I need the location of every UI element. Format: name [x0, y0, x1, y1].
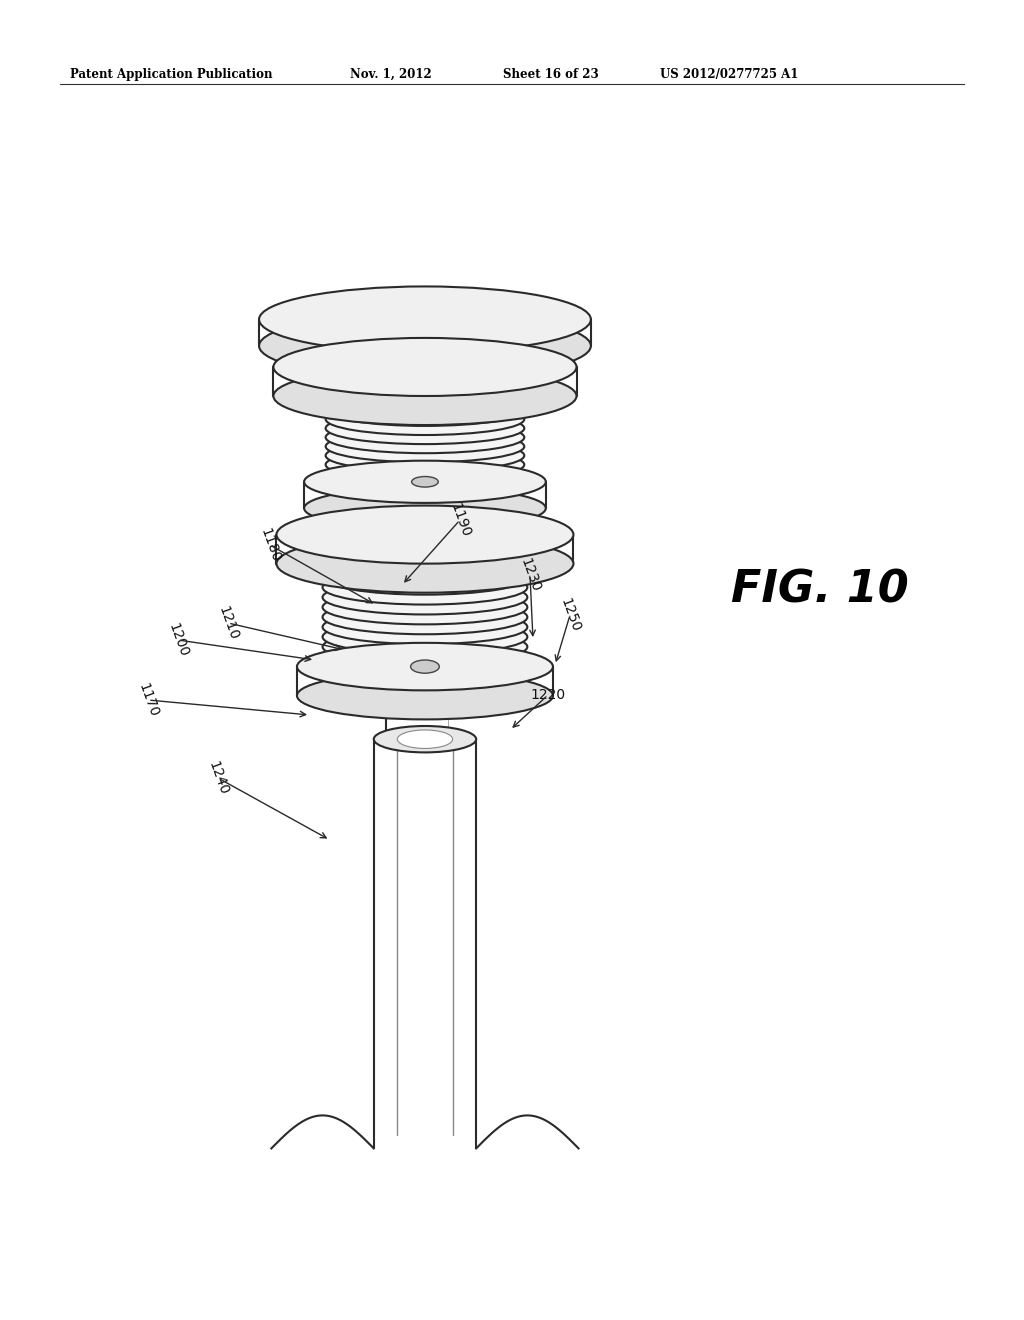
Text: US 2012/0277725 A1: US 2012/0277725 A1	[660, 69, 799, 81]
Ellipse shape	[326, 421, 524, 453]
Text: Nov. 1, 2012: Nov. 1, 2012	[350, 69, 432, 81]
Ellipse shape	[323, 560, 527, 594]
Text: FIG. 10: FIG. 10	[731, 569, 909, 611]
Ellipse shape	[323, 550, 527, 585]
Text: 1190: 1190	[447, 502, 473, 539]
Ellipse shape	[323, 630, 527, 664]
Ellipse shape	[386, 661, 464, 685]
Ellipse shape	[326, 412, 524, 444]
Ellipse shape	[323, 599, 527, 634]
Ellipse shape	[326, 395, 524, 426]
Text: Patent Application Publication: Patent Application Publication	[70, 69, 272, 81]
Ellipse shape	[259, 313, 591, 379]
Ellipse shape	[326, 440, 524, 471]
Ellipse shape	[273, 338, 577, 396]
Text: 1200: 1200	[166, 622, 190, 659]
Ellipse shape	[411, 660, 439, 673]
Ellipse shape	[326, 367, 524, 399]
Ellipse shape	[273, 367, 577, 425]
Ellipse shape	[323, 590, 527, 624]
Text: 1180: 1180	[257, 525, 283, 564]
Ellipse shape	[326, 376, 524, 408]
Text: 1170: 1170	[135, 681, 161, 719]
Ellipse shape	[304, 487, 546, 529]
Text: 1220: 1220	[530, 688, 565, 702]
Ellipse shape	[276, 506, 573, 564]
Text: 1240: 1240	[206, 759, 230, 797]
Ellipse shape	[304, 461, 546, 503]
Ellipse shape	[323, 541, 527, 574]
Ellipse shape	[323, 620, 527, 653]
Ellipse shape	[412, 477, 438, 487]
Ellipse shape	[323, 581, 527, 615]
Ellipse shape	[326, 430, 524, 462]
Ellipse shape	[297, 672, 553, 719]
Text: 1230: 1230	[517, 556, 543, 594]
Ellipse shape	[297, 643, 553, 690]
Ellipse shape	[397, 730, 453, 748]
Ellipse shape	[276, 535, 573, 593]
Ellipse shape	[259, 286, 591, 352]
Ellipse shape	[374, 726, 476, 752]
Ellipse shape	[326, 404, 524, 436]
Text: Sheet 16 of 23: Sheet 16 of 23	[503, 69, 599, 81]
Text: 1210: 1210	[215, 605, 241, 642]
Ellipse shape	[323, 531, 527, 565]
Ellipse shape	[323, 570, 527, 605]
Ellipse shape	[326, 385, 524, 417]
Text: 1250: 1250	[557, 597, 583, 634]
Ellipse shape	[323, 610, 527, 644]
Ellipse shape	[326, 449, 524, 480]
